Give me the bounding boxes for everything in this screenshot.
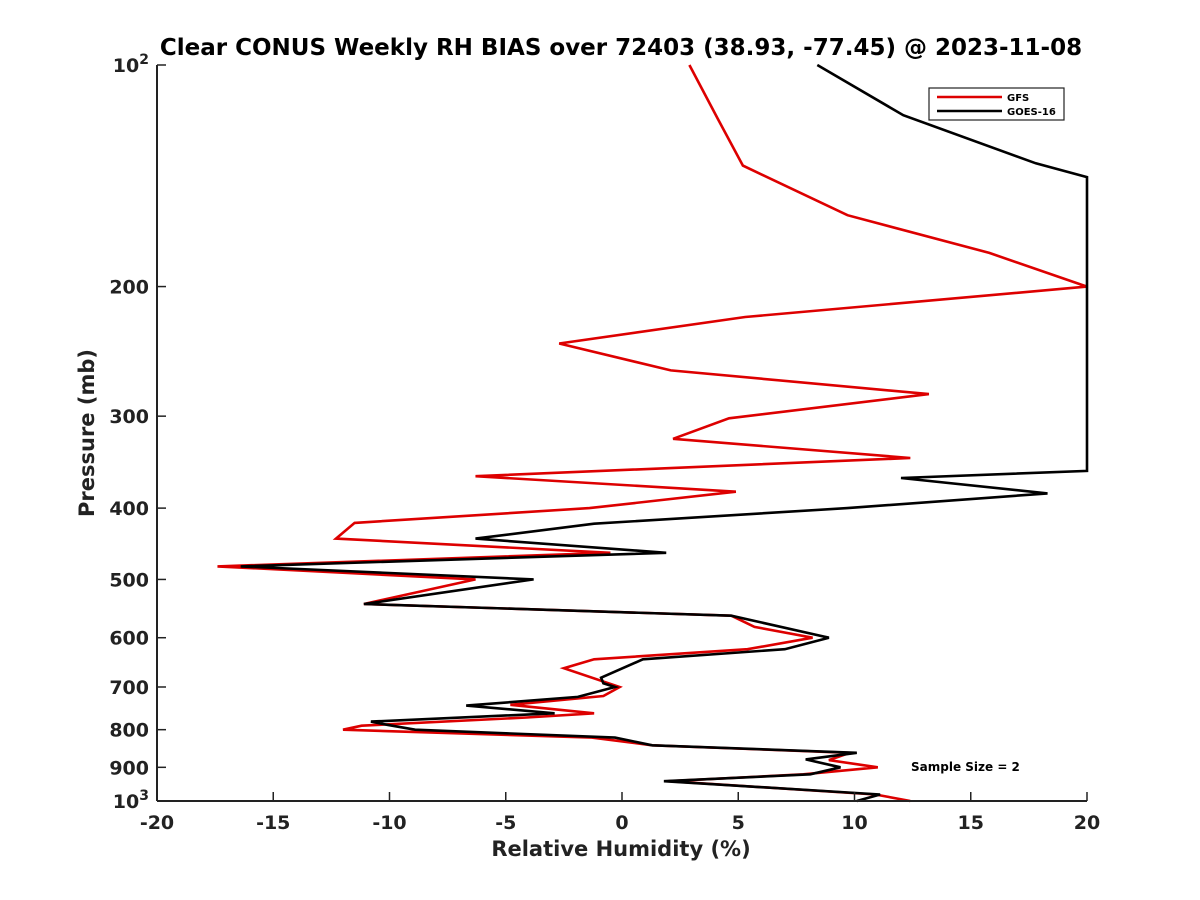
y-tick-label: 900: [109, 757, 149, 779]
x-tick-label: 0: [615, 812, 628, 834]
legend-box: [928, 87, 1065, 121]
y-tick-label: 300: [109, 406, 149, 428]
legend-label-gfs: GFS: [1007, 93, 1029, 104]
x-tick-label: 20: [1074, 812, 1100, 834]
y-tick-label: 700: [109, 677, 149, 699]
y-tick-label: 600: [109, 628, 149, 650]
series-line-goes16: [240, 63, 1089, 803]
y-axis-label: Pressure (mb): [75, 349, 99, 517]
sample-size-annotation: Sample Size = 2: [911, 760, 1020, 774]
y-tick-label: 500: [109, 569, 149, 591]
y-axis-ticks: 102 200 300 400 500 600 700 800 900 103: [109, 52, 166, 813]
x-tick-label: 15: [958, 812, 984, 834]
x-tick-label: 10: [841, 812, 867, 834]
y-tick-label: 103: [113, 788, 149, 813]
x-axis-label: Relative Humidity (%): [491, 837, 750, 861]
x-tick-label: -5: [495, 812, 516, 834]
x-tick-label: 5: [732, 812, 745, 834]
y-tick-label: 200: [109, 277, 149, 299]
plot-background: [157, 65, 1087, 801]
y-tick-label: 400: [109, 498, 149, 520]
y-tick-label: 800: [109, 720, 149, 742]
x-tick-label: -10: [372, 812, 406, 834]
x-axis-ticks: -20 -15 -10 -5 0 5 10 15 20: [140, 792, 1100, 834]
legend-label-goes16: GOES-16: [1007, 107, 1056, 118]
plot-area: [156, 63, 1089, 803]
x-tick-label: -20: [140, 812, 174, 834]
y-tick-label: 102: [113, 52, 149, 77]
chart-title: Clear CONUS Weekly RH BIAS over 72403 (3…: [160, 35, 1082, 61]
x-tick-label: -15: [256, 812, 290, 834]
series-layer: [217, 63, 1089, 803]
legend: GFS GOES-16: [928, 87, 1065, 121]
